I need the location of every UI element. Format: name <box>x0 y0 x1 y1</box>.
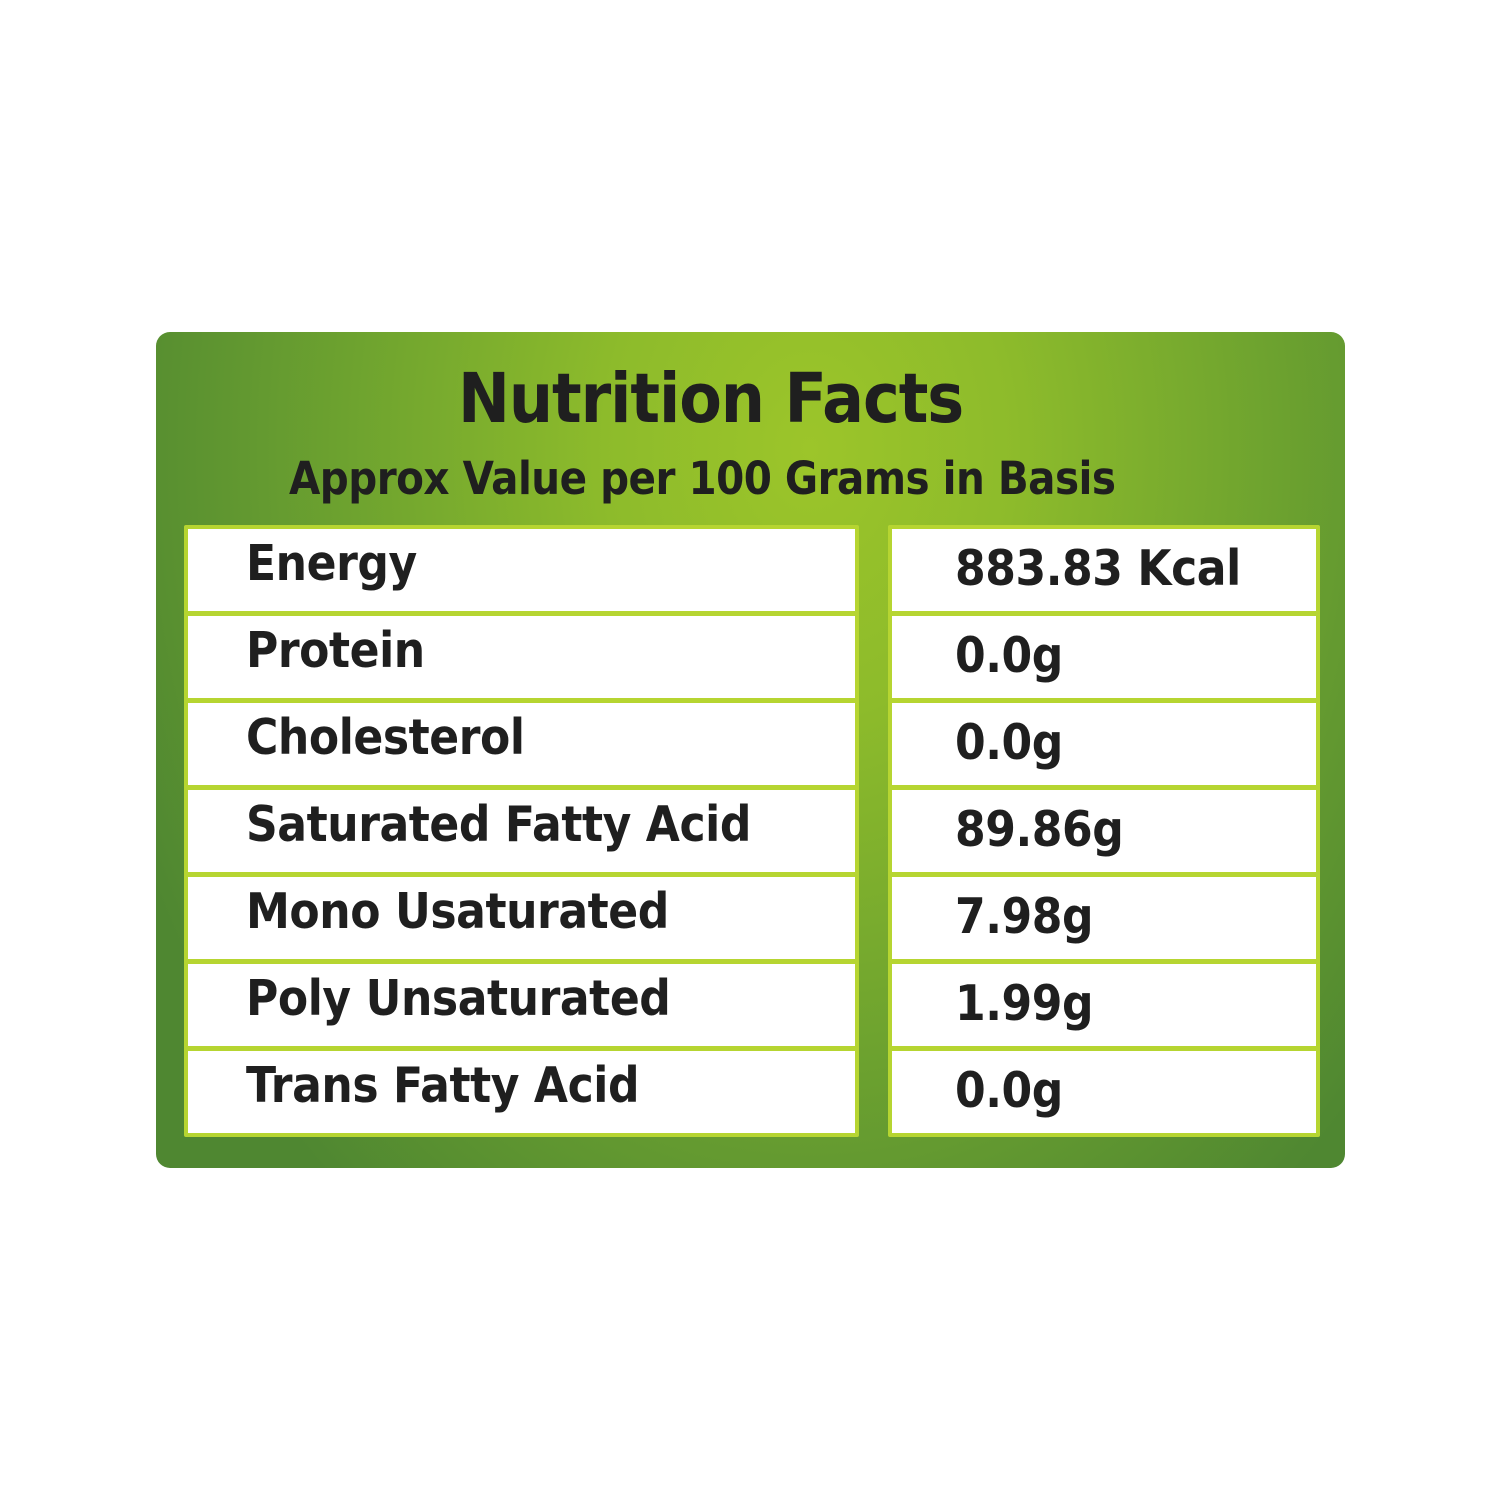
nutrient-value: 0.0g <box>955 714 1063 771</box>
nutrient-name-cell: Trans Fatty Acid <box>188 1051 855 1133</box>
nutrient-name: Cholesterol <box>246 709 525 766</box>
nutrient-name: Mono Usaturated <box>246 883 669 940</box>
nutrient-value-cell: 1.99g <box>892 964 1316 1046</box>
nutrient-value-cell: 883.83 Kcal <box>892 529 1316 611</box>
nutrient-name: Protein <box>246 622 425 679</box>
nutrient-value-cell: 0.0g <box>892 1051 1316 1133</box>
nutrient-value-cell: 89.86g <box>892 790 1316 872</box>
nutrient-value: 7.98g <box>955 888 1094 945</box>
panel-title: Nutrition Facts <box>458 359 964 439</box>
nutrient-name: Energy <box>246 535 417 592</box>
nutrient-name-cell: Poly Unsaturated <box>188 964 855 1046</box>
nutrient-value: 883.83 Kcal <box>955 540 1241 597</box>
nutrient-name-cell: Saturated Fatty Acid <box>188 790 855 872</box>
nutrition-facts-panel: Nutrition Facts Approx Value per 100 Gra… <box>156 332 1345 1168</box>
nutrient-value-column: 883.83 Kcal 0.0g 0.0g 89.86g 7.98g 1.99g… <box>888 525 1320 1137</box>
nutrient-value-cell: 0.0g <box>892 703 1316 785</box>
nutrient-name-cell: Energy <box>188 529 855 611</box>
nutrient-value: 0.0g <box>955 1062 1063 1119</box>
nutrient-name-cell: Protein <box>188 616 855 698</box>
panel-subtitle: Approx Value per 100 Grams in Basis <box>289 452 1116 505</box>
nutrient-value: 89.86g <box>955 801 1124 858</box>
nutrient-value-cell: 0.0g <box>892 616 1316 698</box>
nutrient-name: Trans Fatty Acid <box>246 1057 640 1114</box>
nutrient-name: Poly Unsaturated <box>246 970 671 1027</box>
nutrient-name-cell: Mono Usaturated <box>188 877 855 959</box>
nutrient-value: 1.99g <box>955 975 1094 1032</box>
nutrient-name: Saturated Fatty Acid <box>246 796 751 853</box>
nutrient-name-cell: Cholesterol <box>188 703 855 785</box>
nutrient-value-cell: 7.98g <box>892 877 1316 959</box>
nutrient-name-column: Energy Protein Cholesterol Saturated Fat… <box>184 525 859 1137</box>
nutrient-value: 0.0g <box>955 627 1063 684</box>
